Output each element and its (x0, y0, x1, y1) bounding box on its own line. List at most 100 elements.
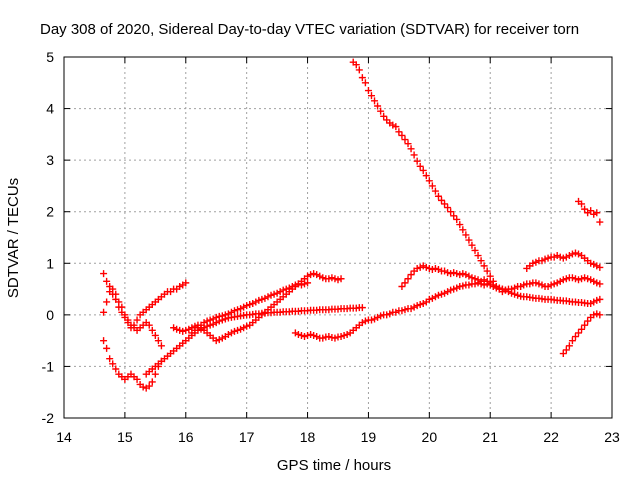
data-point (532, 279, 540, 287)
data-point (590, 260, 598, 268)
data-point (501, 286, 509, 294)
series-track-8 (398, 262, 604, 308)
y-tick-label: 0 (46, 307, 54, 323)
data-point (428, 265, 436, 273)
data-point (459, 226, 467, 234)
data-point (337, 275, 345, 283)
series-track-9 (349, 58, 506, 296)
data-point (358, 319, 366, 327)
data-point (568, 250, 576, 258)
data-point (419, 166, 427, 174)
data-point (419, 262, 427, 270)
data-point (121, 311, 129, 319)
data-point (587, 300, 595, 308)
data-point (203, 317, 211, 325)
x-tick-label: 20 (422, 429, 438, 445)
data-point (106, 355, 114, 363)
y-tick-label: 5 (46, 49, 54, 65)
data-point (264, 293, 272, 301)
data-point (297, 331, 305, 339)
data-point (431, 264, 439, 272)
data-point (465, 272, 473, 280)
data-point (404, 275, 412, 283)
data-point (325, 333, 333, 341)
data-point (520, 281, 528, 289)
x-tick-label: 21 (482, 429, 498, 445)
data-point (337, 333, 345, 341)
data-point (517, 282, 525, 290)
axis-ticks (63, 56, 613, 419)
data-point (291, 281, 299, 289)
data-point (313, 333, 321, 341)
data-point (355, 66, 363, 74)
data-point (176, 282, 184, 290)
data-point (575, 250, 583, 258)
data-point (425, 264, 433, 272)
data-point (118, 303, 126, 311)
data-point (571, 249, 579, 257)
data-point (273, 289, 281, 297)
data-point (450, 285, 458, 293)
data-point (416, 162, 424, 170)
data-point (377, 107, 385, 115)
y-tick-label: -1 (42, 358, 55, 374)
data-point (130, 321, 138, 329)
y-tick-label: 1 (46, 255, 54, 271)
data-point (434, 192, 442, 200)
data-point (209, 315, 217, 323)
data-point (398, 307, 406, 315)
data-point (367, 92, 375, 100)
data-point (553, 252, 561, 260)
data-point (386, 310, 394, 318)
data-point (154, 337, 162, 345)
data-point (410, 303, 418, 311)
series-track-12 (575, 197, 604, 226)
data-point (148, 326, 156, 334)
data-point (453, 270, 461, 278)
data-point (559, 254, 567, 262)
data-point (100, 337, 108, 345)
data-point (471, 275, 479, 283)
data-point (145, 321, 153, 329)
x-tick-label: 16 (178, 429, 194, 445)
data-point (240, 324, 248, 332)
data-point (218, 334, 226, 342)
data-point (267, 291, 275, 299)
data-point (380, 112, 388, 120)
data-point (237, 305, 245, 313)
data-point (313, 271, 321, 279)
x-tick-label: 15 (117, 429, 133, 445)
data-point (434, 265, 442, 273)
data-point (453, 284, 461, 292)
data-point (182, 279, 190, 287)
data-point (584, 317, 592, 325)
data-point (419, 300, 427, 308)
data-point (212, 313, 220, 321)
data-point (422, 172, 430, 180)
data-point (307, 330, 315, 338)
data-point (246, 301, 254, 309)
data-point (474, 276, 482, 284)
data-point (480, 276, 488, 284)
data-point (212, 337, 220, 345)
series-track-3 (100, 279, 190, 332)
data-point (431, 187, 439, 195)
data-point (590, 298, 598, 306)
data-point (413, 264, 421, 272)
data-point (361, 317, 369, 325)
data-point (170, 324, 178, 332)
data-point (361, 79, 369, 87)
data-point (568, 274, 576, 282)
data-point (383, 116, 391, 124)
data-point (468, 274, 476, 282)
data-point (157, 342, 165, 350)
data-point (401, 306, 409, 314)
data-point (486, 272, 494, 280)
data-point (565, 342, 573, 350)
data-point (224, 310, 232, 318)
data-point (200, 319, 208, 327)
data-point (401, 279, 409, 287)
data-point (371, 97, 379, 105)
data-point (176, 326, 184, 334)
data-point (596, 280, 604, 288)
